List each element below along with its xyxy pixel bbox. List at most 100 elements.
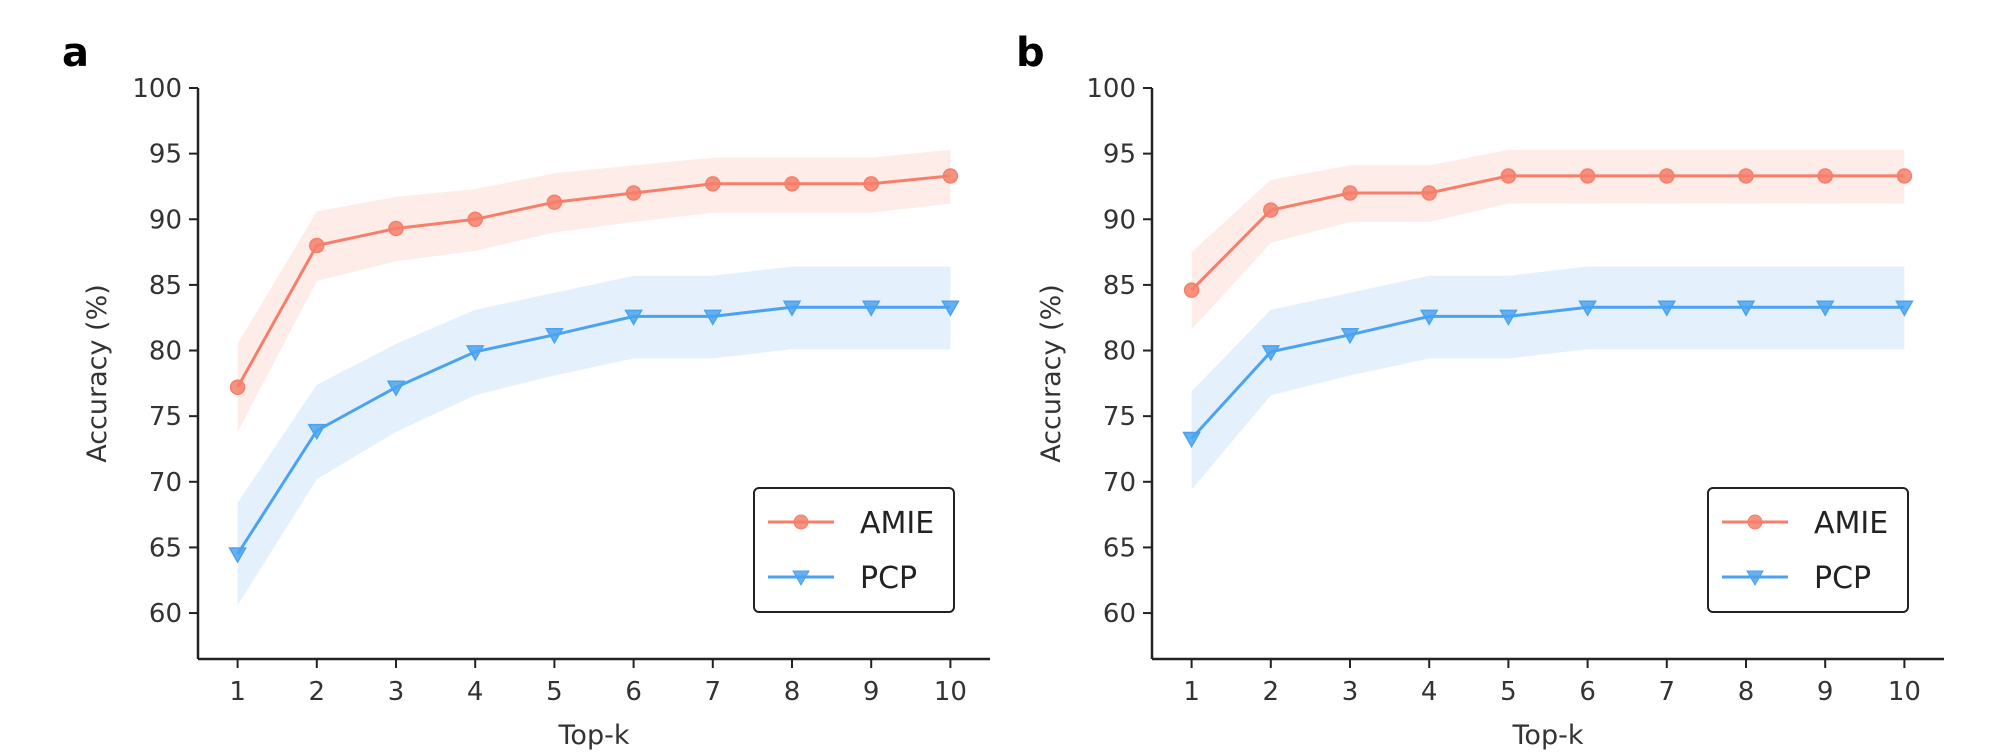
legend-label-amie: AMIE	[1814, 506, 1888, 541]
x-tick-label: 7	[705, 677, 722, 707]
legend-label-pcp: PCP	[1814, 561, 1871, 596]
y-tick-label: 65	[1103, 533, 1136, 563]
series-line-amie	[236, 174, 951, 389]
y-tick-label: 60	[149, 599, 182, 629]
chart-panel-b: b 60 65 70 75 80 85 90 95 100 1 2 3 4 5 6 7 8 9 10 Top-k Accu…	[1016, 30, 1944, 751]
x-tick-label: 7	[1659, 677, 1676, 707]
data-point-amie	[784, 176, 800, 192]
panel-letter: a	[62, 30, 89, 76]
data-point-pcp	[386, 380, 406, 397]
data-point-amie	[1342, 185, 1358, 201]
data-point-pcp	[1895, 300, 1914, 317]
x-tick-label: 10	[1888, 677, 1921, 707]
x-axis-label: Top-k	[558, 720, 630, 751]
legend-marker-pcp	[792, 570, 810, 587]
series-line-pcp	[236, 305, 951, 555]
data-point-amie	[1263, 202, 1279, 218]
chart-panel-a: a 60 65 70 75 80 85 90 95 100 1 2 3 4 5 6 7 8 9 10 Top-k Accu…	[62, 30, 990, 751]
legend-marker-amie	[1747, 514, 1763, 530]
data-point-pcp	[228, 547, 247, 564]
y-tick-label: 90	[149, 205, 182, 235]
legend-marker-amie	[793, 514, 809, 530]
data-point-pcp	[1736, 300, 1756, 317]
y-tick-label: 90	[1103, 205, 1136, 235]
data-point-pcp	[1815, 300, 1835, 317]
y-tick-label: 85	[1103, 271, 1136, 301]
data-point-pcp	[941, 300, 960, 317]
data-point-amie	[546, 194, 563, 210]
data-point-amie	[1659, 168, 1675, 184]
y-tick-label: 65	[149, 533, 182, 563]
x-tick-label: 5	[1500, 677, 1517, 707]
data-point-amie	[309, 237, 325, 254]
data-point-pcp	[624, 309, 643, 326]
y-tick-label: 80	[149, 337, 182, 367]
y-tick-label: 85	[149, 271, 182, 301]
data-point-pcp	[1499, 309, 1518, 326]
x-tick-label: 2	[1263, 677, 1280, 707]
x-tick-label: 9	[1817, 677, 1834, 707]
data-point-pcp	[1340, 328, 1360, 345]
confidence-band-pcp	[1191, 266, 1905, 490]
x-tick-label: 3	[388, 677, 405, 707]
data-point-amie	[1183, 282, 1200, 298]
data-point-amie	[1817, 168, 1833, 184]
x-tick-label: 4	[467, 677, 484, 707]
x-tick-label: 3	[1342, 677, 1359, 707]
x-tick-label: 8	[784, 677, 801, 707]
x-tick-label: 6	[1579, 677, 1596, 707]
series-line-pcp	[1190, 305, 1905, 440]
confidence-band-pcp	[237, 266, 951, 606]
data-point-amie	[1896, 168, 1913, 184]
y-axis-label: Accuracy (%)	[82, 284, 113, 463]
data-point-pcp	[1578, 300, 1597, 317]
y-tick-label: 70	[1103, 468, 1136, 498]
data-point-pcp	[782, 300, 802, 317]
x-tick-label: 8	[1738, 677, 1755, 707]
legend-label-amie: AMIE	[860, 506, 934, 541]
data-point-pcp	[703, 309, 723, 326]
y-tick-label: 60	[1103, 599, 1136, 629]
data-point-amie	[388, 220, 404, 237]
data-point-amie	[1421, 185, 1437, 201]
data-point-amie	[705, 176, 721, 192]
confidence-band-amie	[237, 149, 951, 432]
data-point-pcp	[545, 328, 564, 345]
x-tick-label: 5	[546, 677, 563, 707]
legend-label-pcp: PCP	[860, 561, 917, 596]
y-tick-label: 75	[149, 402, 182, 432]
y-tick-label: 70	[149, 468, 182, 498]
x-tick-label: 10	[934, 677, 967, 707]
data-point-pcp	[307, 423, 327, 441]
y-tick-label: 80	[1103, 337, 1136, 367]
confidence-band-amie	[1191, 149, 1905, 330]
y-axis-label: Accuracy (%)	[1036, 284, 1067, 463]
data-point-amie	[1500, 168, 1517, 184]
data-point-amie	[467, 211, 483, 228]
y-tick-label: 75	[1103, 402, 1136, 432]
x-tick-label: 2	[309, 677, 326, 707]
data-point-pcp	[1261, 345, 1281, 362]
x-tick-label: 6	[625, 677, 642, 707]
data-point-pcp	[1419, 309, 1439, 326]
data-point-amie	[1579, 168, 1596, 184]
data-point-amie	[1738, 168, 1754, 184]
y-tick-label: 100	[1086, 74, 1136, 104]
x-tick-label: 9	[863, 677, 880, 707]
data-point-pcp	[1182, 431, 1201, 448]
panel-letter: b	[1016, 30, 1045, 76]
y-tick-label: 95	[1103, 140, 1136, 170]
data-point-amie	[625, 185, 642, 201]
x-tick-label: 1	[229, 677, 246, 707]
data-point-amie	[942, 168, 959, 184]
data-point-amie	[229, 379, 246, 396]
y-tick-label: 95	[149, 140, 182, 170]
legend: AMIE PCP	[753, 487, 955, 613]
data-point-pcp	[465, 345, 485, 362]
x-axis-label: Top-k	[1512, 720, 1584, 751]
legend-marker-pcp	[1746, 570, 1764, 587]
legend: AMIE PCP	[1707, 487, 1909, 613]
data-point-pcp	[861, 300, 881, 317]
y-tick-label: 100	[132, 74, 182, 104]
